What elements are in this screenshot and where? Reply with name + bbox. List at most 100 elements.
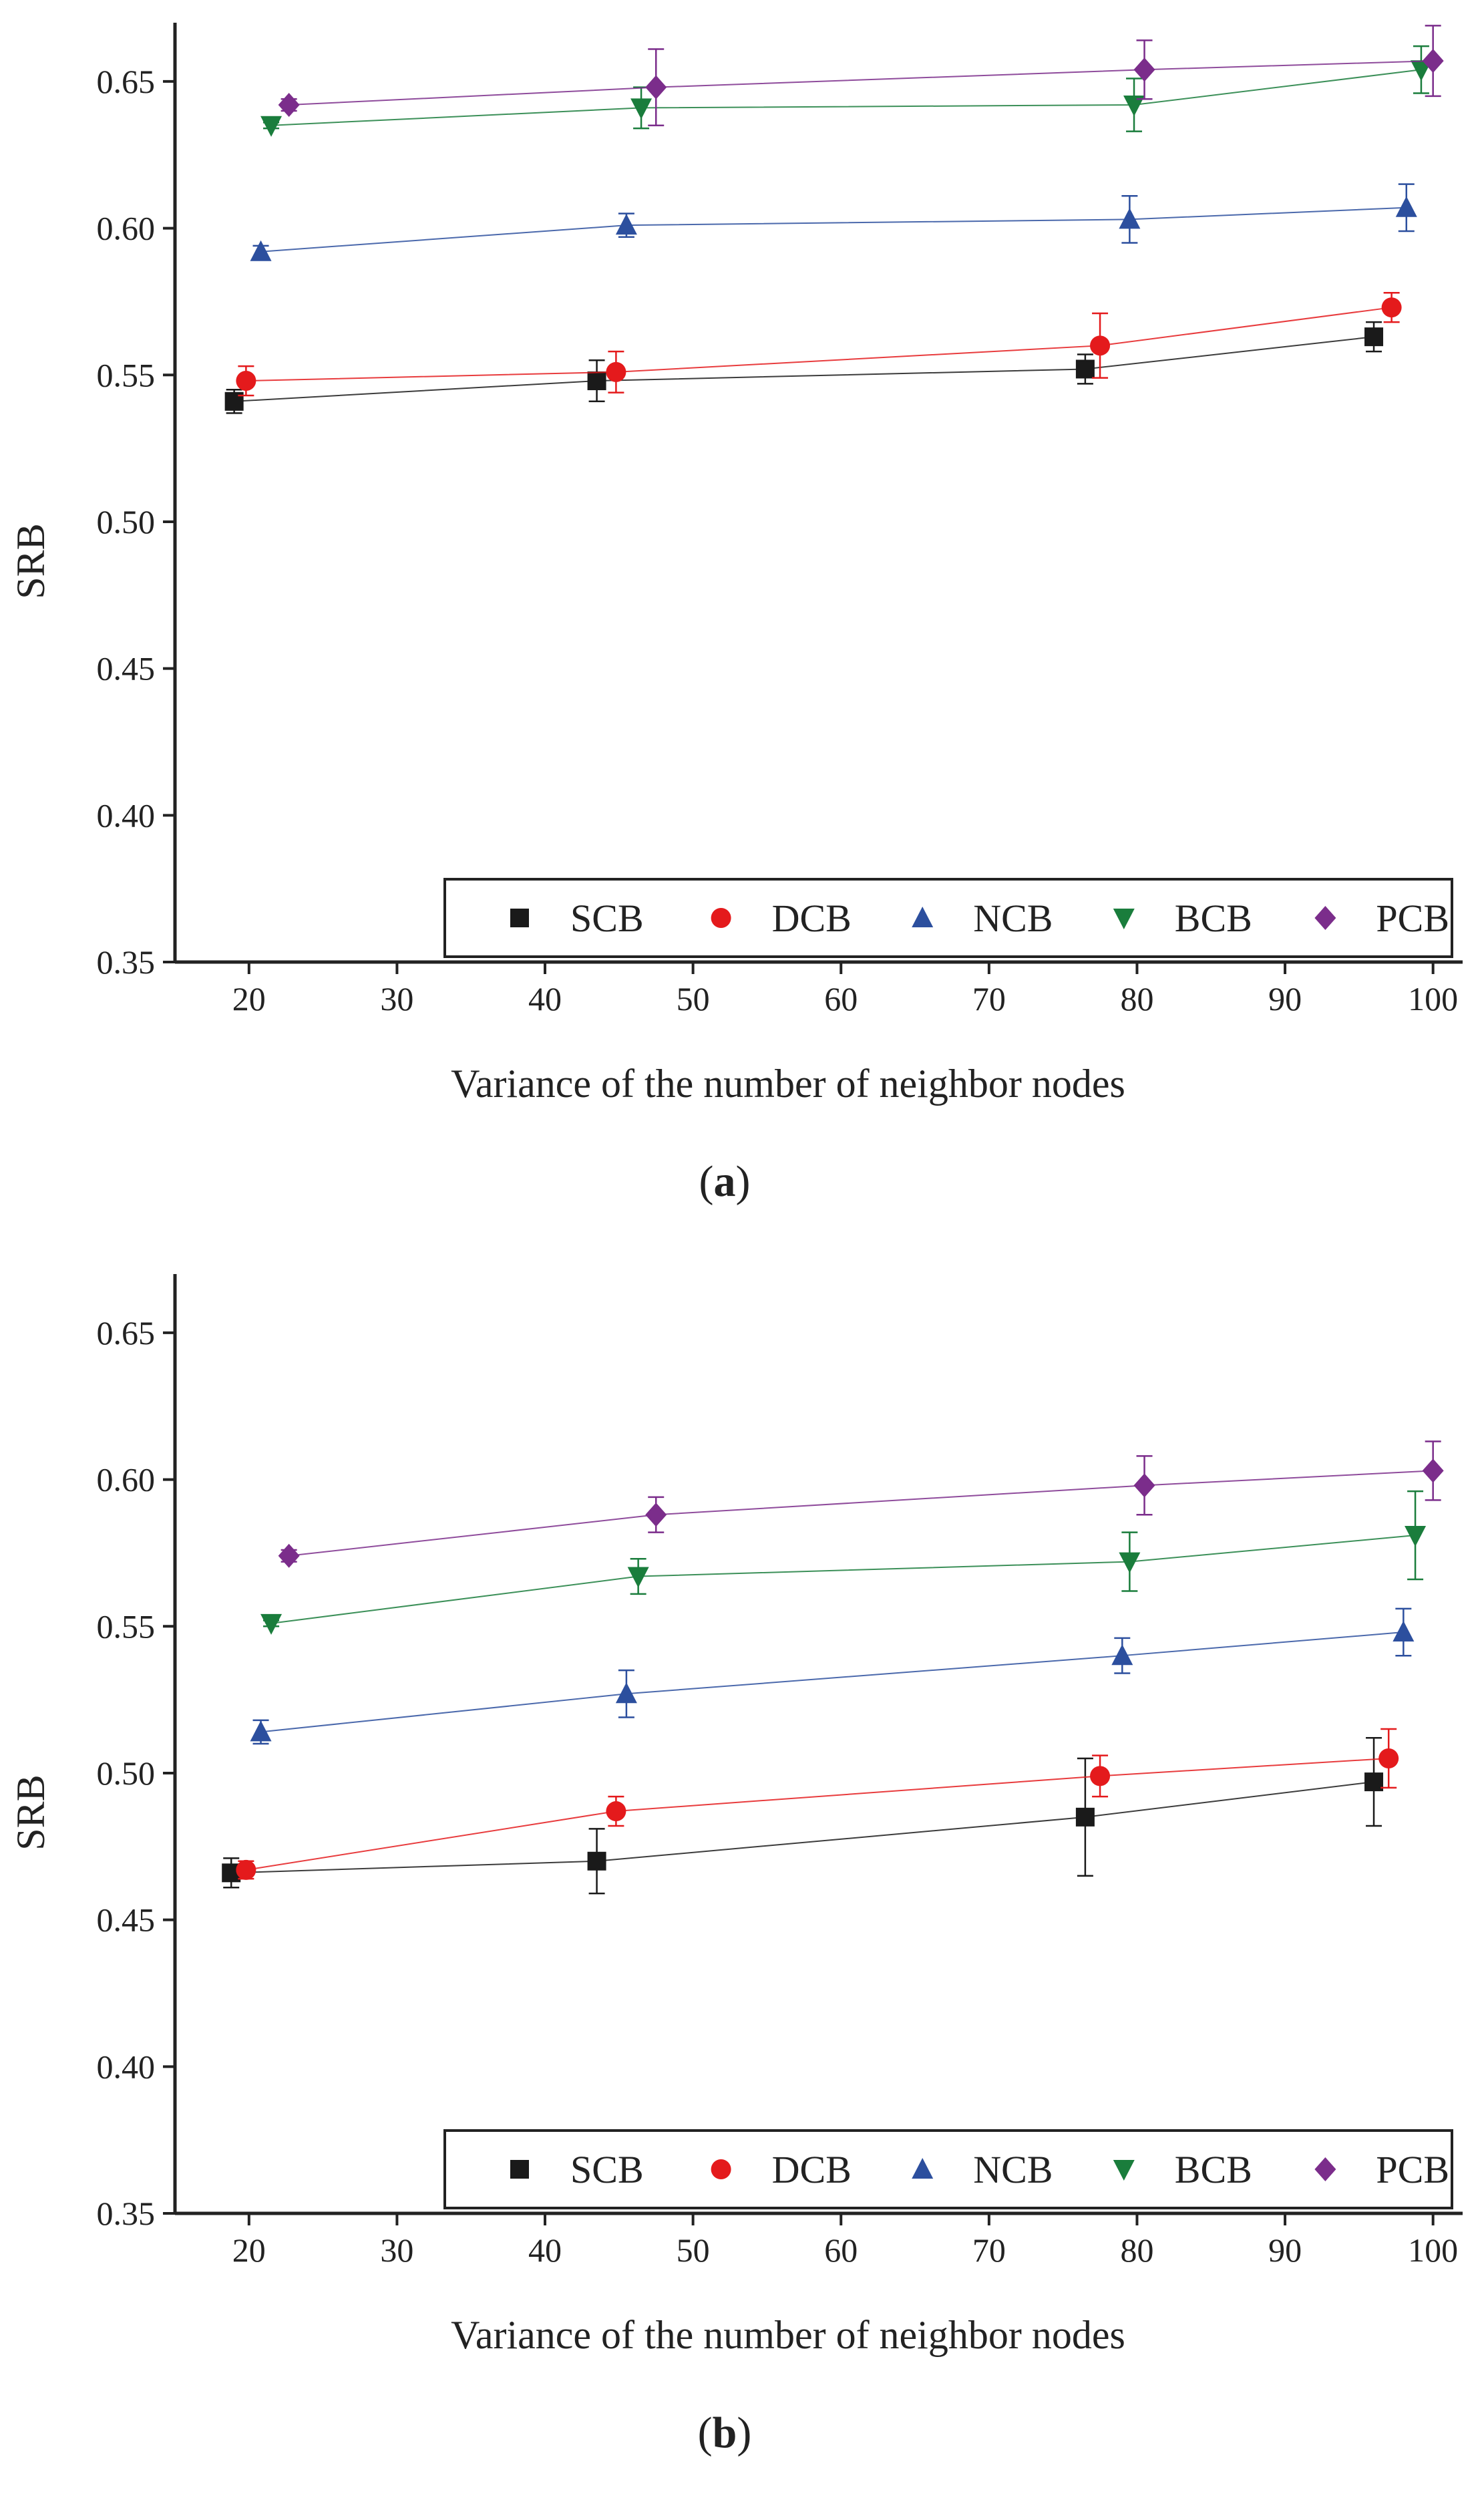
x-tick-label: 60 — [824, 980, 858, 1017]
y-tick-label: 0.35 — [97, 943, 156, 981]
legend-label-pcb: PCB — [1376, 897, 1449, 940]
legend-marker-dcb — [711, 908, 731, 928]
panel-caption: (b) — [698, 2408, 752, 2457]
series-line-scb — [231, 1781, 1374, 1874]
x-tick-label: 70 — [972, 2231, 1006, 2269]
marker-pcb — [1422, 1458, 1444, 1483]
series-line-pcb — [289, 1470, 1433, 1557]
y-tick-label: 0.40 — [97, 796, 156, 834]
x-tick-label: 30 — [380, 980, 413, 1017]
marker-dcb — [606, 1801, 626, 1822]
legend-label-ncb: NCB — [973, 2148, 1053, 2191]
legend-marker-pcb — [1314, 906, 1336, 930]
marker-dcb — [1090, 1766, 1111, 1786]
series-line-scb — [234, 336, 1374, 402]
y-tick-label: 0.55 — [97, 1607, 156, 1645]
legend-label-ncb: NCB — [973, 897, 1053, 940]
y-tick-label: 0.60 — [97, 210, 156, 247]
x-tick-label: 70 — [972, 980, 1006, 1017]
legend-label-scb: SCB — [570, 2148, 644, 2191]
chart-panel-a: 0.35 0.40 0.45 0.50 0.55 0.60 0.65 20 30 40 50 60 70… — [0, 0, 1484, 1251]
marker-dcb — [236, 371, 256, 391]
y-tick-label: 0.50 — [97, 1754, 156, 1792]
y-tick-label: 0.50 — [97, 503, 156, 540]
marker-ncb — [1111, 1644, 1133, 1666]
x-tick-label: 30 — [380, 2231, 413, 2269]
y-tick-label: 0.65 — [97, 63, 156, 100]
marker-bcb — [630, 98, 653, 120]
chart-b: 0.35 0.40 0.45 0.50 0.55 0.60 0.65 20 30 40 50 60 70… — [9, 1274, 1463, 2457]
legend-label-dcb: DCB — [772, 2148, 852, 2191]
marker-pcb — [278, 93, 300, 118]
x-axis-title: Variance of the number of neighbor nodes — [451, 1062, 1125, 1106]
legend-label-scb: SCB — [570, 897, 644, 940]
x-tick-label: 20 — [232, 2231, 266, 2269]
marker-ncb — [250, 1720, 272, 1742]
marker-bcb — [627, 1567, 649, 1588]
y-tick-label: 0.40 — [97, 2048, 156, 2085]
marker-pcb — [645, 1503, 667, 1527]
x-tick-label: 60 — [824, 2231, 858, 2269]
y-axis-title: SRB — [9, 1774, 53, 1850]
marker-bcb — [1123, 96, 1145, 117]
legend-label-bcb: BCB — [1175, 897, 1252, 940]
marker-dcb — [606, 361, 626, 382]
marker-bcb — [260, 1613, 283, 1635]
y-tick-label: 0.35 — [97, 2195, 156, 2232]
marker-ncb — [615, 214, 637, 235]
marker-scb — [587, 1851, 606, 1871]
y-tick-label: 0.60 — [97, 1461, 156, 1499]
marker-dcb — [1378, 1748, 1399, 1768]
legend-marker-ncb — [912, 2158, 934, 2179]
panel-caption-letter: b — [713, 2408, 737, 2457]
marker-scb — [1075, 359, 1095, 379]
legend-label-bcb: BCB — [1175, 2148, 1252, 2191]
marker-ncb — [1119, 208, 1141, 229]
legend-marker-ncb — [912, 907, 934, 927]
x-tick-label: 40 — [528, 980, 562, 1017]
panel-caption: (a) — [699, 1157, 751, 1206]
x-tick-label: 100 — [1408, 2231, 1458, 2269]
marker-scb — [587, 371, 606, 391]
x-tick-label: 40 — [528, 2231, 562, 2269]
marker-ncb — [250, 240, 272, 261]
marker-scb — [1364, 327, 1384, 347]
x-tick-label: 100 — [1408, 980, 1458, 1017]
chart-a: 0.35 0.40 0.45 0.50 0.55 0.60 0.65 20 30 40 50 60 70… — [9, 23, 1463, 1206]
marker-pcb — [278, 1543, 300, 1568]
marker-scb — [1075, 1807, 1095, 1827]
x-tick-label: 50 — [677, 980, 710, 1017]
marker-bcb — [260, 116, 283, 137]
legend-marker-bcb — [1113, 2160, 1135, 2181]
y-tick-label: 0.45 — [97, 1901, 156, 1939]
marker-ncb — [1395, 196, 1417, 217]
y-tick-label: 0.45 — [97, 650, 156, 687]
series-line-ncb — [260, 206, 1407, 253]
legend-marker-scb — [510, 909, 529, 927]
y-tick-label: 0.65 — [97, 1314, 156, 1352]
legend-box — [443, 2129, 1453, 2209]
x-tick-label: 90 — [1268, 980, 1302, 1017]
y-tick-label: 0.55 — [97, 356, 156, 394]
marker-pcb — [645, 75, 667, 100]
legend-label-pcb: PCB — [1376, 2148, 1449, 2191]
marker-dcb — [236, 1859, 256, 1880]
series-line-pcb — [289, 60, 1433, 106]
marker-pcb — [1422, 49, 1444, 73]
y-axis-title: SRB — [9, 523, 53, 599]
legend-marker-dcb — [711, 2159, 731, 2179]
x-tick-label: 90 — [1268, 2231, 1302, 2269]
series-line-bcb — [270, 69, 1422, 126]
series-line-bcb — [270, 1535, 1416, 1624]
legend-marker-scb — [510, 2160, 529, 2179]
x-axis-title: Variance of the number of neighbor nodes — [451, 2313, 1125, 2357]
legend-marker-pcb — [1314, 2157, 1336, 2181]
x-tick-label: 20 — [232, 980, 266, 1017]
x-tick-label: 50 — [677, 2231, 710, 2269]
marker-ncb — [615, 1682, 637, 1704]
marker-bcb — [1405, 1526, 1427, 1547]
marker-pcb — [1133, 57, 1155, 82]
panel-caption-letter: a — [714, 1157, 736, 1206]
series-line-dcb — [246, 307, 1392, 382]
marker-bcb — [1119, 1552, 1141, 1573]
